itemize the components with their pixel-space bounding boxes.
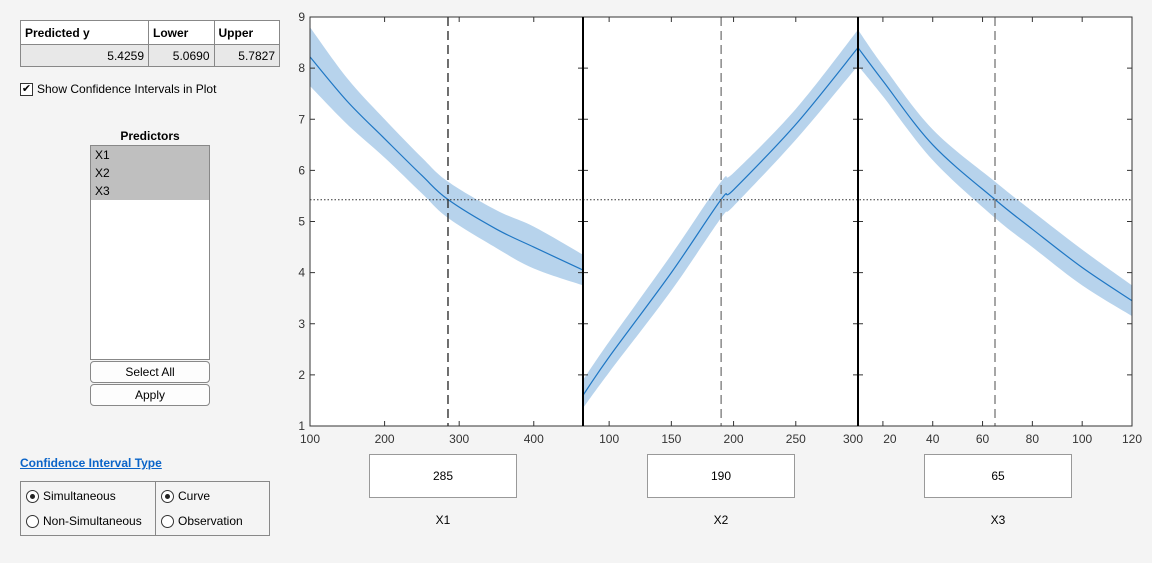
prediction-curve-X1 xyxy=(309,56,584,271)
x-tick-label-X3: 120 xyxy=(1122,432,1142,446)
apply-button[interactable]: Apply xyxy=(90,384,210,406)
x1-value-input[interactable]: 285 xyxy=(369,454,517,498)
y-tick-label: 6 xyxy=(298,163,305,177)
y-tick-label: 3 xyxy=(298,317,305,331)
prediction-curve-X3 xyxy=(857,47,1133,302)
predictor-item-x1[interactable]: X1 xyxy=(91,146,209,164)
x-tick-label-X1: 300 xyxy=(449,432,469,446)
ci-type-link[interactable]: Confidence Interval Type xyxy=(20,456,162,470)
x1-axis-label: X1 xyxy=(435,513,451,527)
x3-value-input[interactable]: 65 xyxy=(924,454,1072,498)
radio-icon[interactable] xyxy=(161,514,174,528)
non-simultaneous-label: Non-Simultaneous xyxy=(43,514,142,528)
x-tick-label-X3: 20 xyxy=(883,432,897,446)
observation-radio[interactable]: Observation xyxy=(161,514,243,528)
select-all-button[interactable]: Select All xyxy=(90,361,210,383)
y-tick-label: 9 xyxy=(298,10,305,24)
x2-axis-label: X2 xyxy=(713,513,729,527)
confidence-band-X1 xyxy=(310,27,583,286)
show-ci-label: Show Confidence Intervals in Plot xyxy=(37,82,217,96)
confidence-band-X2 xyxy=(583,29,858,409)
y-tick-label: 5 xyxy=(298,215,305,229)
curve-label: Curve xyxy=(178,489,211,503)
predicted-y-value: 5.4259 xyxy=(20,44,149,67)
x3-axis-label: X3 xyxy=(990,513,1006,527)
x-tick-label-X2: 300 xyxy=(843,432,863,446)
predictors-listbox[interactable]: X1 X2 X3 xyxy=(90,145,210,360)
predictor-item-x2[interactable]: X2 xyxy=(91,164,209,182)
predictor-item-x3[interactable]: X3 xyxy=(91,182,209,200)
kind-radio-group: Curve Observation xyxy=(155,481,270,536)
x-tick-label-X3: 80 xyxy=(1026,432,1040,446)
x-tick-label-X2: 100 xyxy=(599,432,619,446)
y-tick-label: 2 xyxy=(298,368,305,382)
x-tick-label-X2: 250 xyxy=(786,432,806,446)
x-tick-label-X1: 200 xyxy=(375,432,395,446)
header-upper: Upper xyxy=(213,20,280,45)
x-tick-label-X2: 200 xyxy=(724,432,744,446)
x2-value-input[interactable]: 190 xyxy=(647,454,795,498)
curve-radio[interactable]: Curve xyxy=(161,489,210,503)
x-tick-label-X3: 60 xyxy=(976,432,990,446)
x-tick-label-X1: 400 xyxy=(524,432,544,446)
y-tick-label: 1 xyxy=(298,419,305,433)
x-tick-label-X3: 100 xyxy=(1072,432,1092,446)
x-tick-label-X1: 100 xyxy=(300,432,320,446)
simultaneous-radio[interactable]: Simultaneous xyxy=(26,489,116,503)
header-lower: Lower xyxy=(148,20,215,45)
plot-frame xyxy=(309,16,1133,427)
y-tick-label: 4 xyxy=(298,266,305,280)
simultaneous-label: Simultaneous xyxy=(43,489,116,503)
slice-plot[interactable]: 100 200 300 400 100 150 200 250 300 20 40 60 80 100 12… xyxy=(0,0,1152,450)
upper-value: 5.7827 xyxy=(213,44,280,67)
radio-selected-icon[interactable] xyxy=(161,489,174,503)
x-tick-label-X2: 150 xyxy=(661,432,681,446)
radio-selected-icon[interactable] xyxy=(26,489,39,503)
lower-value: 5.0690 xyxy=(148,44,215,67)
prediction-table: Predicted y Lower Upper 5.4259 5.0690 5.7827 xyxy=(20,20,280,67)
checkmark-icon[interactable]: ✔ xyxy=(20,82,33,96)
y-tick-label: 7 xyxy=(298,112,305,126)
observation-label: Observation xyxy=(178,514,243,528)
show-ci-checkbox[interactable]: ✔ Show Confidence Intervals in Plot xyxy=(20,82,216,96)
y-tick-label: 8 xyxy=(298,61,305,75)
x-tick-label-X3: 40 xyxy=(926,432,940,446)
confidence-band-X3 xyxy=(858,29,1132,317)
radio-icon[interactable] xyxy=(26,514,39,528)
predictors-title: Predictors xyxy=(120,129,180,143)
bounds-radio-group: Simultaneous Non-Simultaneous xyxy=(20,481,156,536)
non-simultaneous-radio[interactable]: Non-Simultaneous xyxy=(26,514,142,528)
header-predicted-y: Predicted y xyxy=(20,20,149,45)
